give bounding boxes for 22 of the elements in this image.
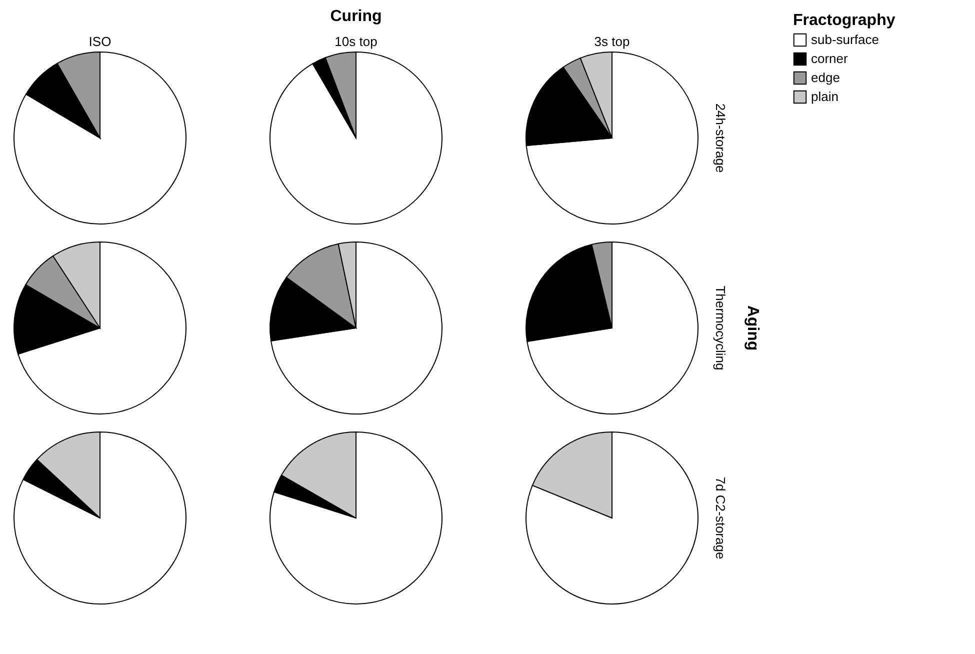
pie-slice (18, 242, 186, 414)
pie-slice (14, 432, 186, 604)
text: Curing (330, 8, 382, 25)
legend-title: Fractography (793, 12, 896, 29)
pie-slice (270, 432, 442, 604)
legend-label: corner (811, 51, 849, 66)
chart-title: 10s top (334, 34, 378, 49)
legend-label: sub-surface (811, 32, 879, 47)
chart-title: 3s top (594, 34, 630, 49)
text: 7d C2-storage (713, 476, 728, 560)
pie-slice (526, 52, 698, 224)
text: 24h-storage (713, 103, 728, 173)
text: Thermocycling (713, 286, 728, 370)
pie-slice (270, 242, 442, 414)
legend-label: edge (811, 70, 840, 85)
pie-slice (526, 242, 698, 414)
pie-slice (526, 432, 698, 604)
pie-slice (14, 52, 186, 224)
chart-title: ISO (88, 34, 112, 49)
legend-label: plain (811, 89, 838, 104)
text: Aging (744, 305, 761, 351)
pie-slice (270, 52, 442, 224)
